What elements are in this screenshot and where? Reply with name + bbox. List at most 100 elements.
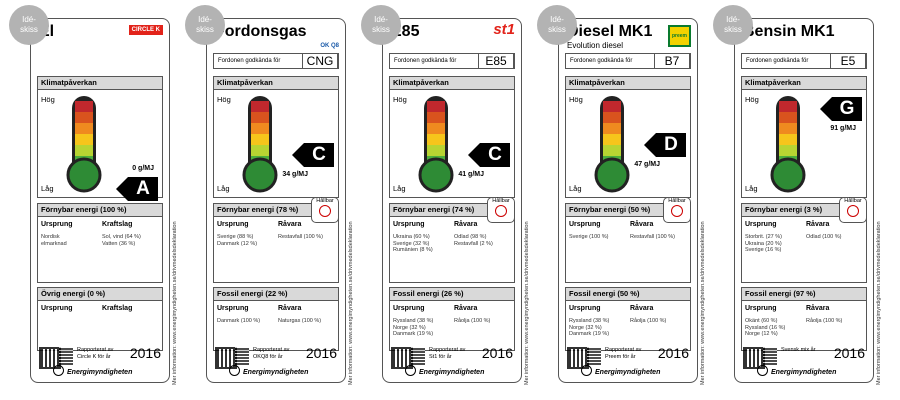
climate-box: Klimatpåverkan Hög Låg G 91 g/MJ	[741, 76, 867, 198]
section-header: Fossil energi (26 %)	[390, 288, 514, 301]
grade-letter: A	[136, 178, 150, 199]
reported-line: Preem för år	[605, 353, 636, 360]
origin-list: Sverige (100 %)	[569, 234, 608, 241]
thermometer-segment	[427, 101, 445, 112]
column-header: Råvara	[454, 221, 478, 228]
column-header: Kraftslag	[102, 221, 133, 228]
grade-letter: G	[839, 98, 855, 119]
approved-code: CNG	[302, 53, 338, 69]
fuel-label: Idé-skiss E85 st1 Fordonen godkända för E85 K…	[361, 5, 522, 383]
certified-icon	[671, 205, 683, 217]
scale-low: Låg	[41, 184, 54, 193]
badge-line: Idé-	[198, 15, 212, 24]
fuel-label: Idé-skiss Bensin MK1 Fordonen godkända för…	[713, 5, 874, 383]
thermometer-segment	[779, 134, 797, 145]
qr-code	[39, 347, 61, 369]
columns: Ursprung Kraftslag	[38, 305, 162, 317]
badge-line: skiss	[548, 25, 566, 34]
section-header: Fossil energi (22 %)	[214, 288, 338, 301]
arrow-shape	[116, 177, 158, 201]
thermometer	[770, 96, 806, 193]
sketch-badge: Idé-skiss	[537, 5, 577, 45]
approved-code: E85	[478, 53, 514, 69]
arrow-shape	[292, 143, 334, 167]
brand-logo: preem	[667, 25, 691, 47]
reported-by: Svensk mix år	[781, 347, 816, 354]
source-item: Odlad (100 %)	[806, 234, 842, 240]
source-item: Sol, vind (64 %)	[102, 234, 141, 240]
scale-high: Hög	[569, 95, 583, 104]
source-list: Råolja (100 %)	[806, 318, 842, 325]
source-item: Restavfall (100 %)	[630, 234, 675, 240]
source-item: Naturgas (100 %)	[278, 318, 322, 324]
section-header: Klimatpåverkan	[214, 77, 338, 90]
climate-box: Klimatpåverkan Hög Låg C 34 g/MJ	[213, 76, 339, 198]
source-list: Råolja (100 %)	[630, 318, 666, 325]
thermometer-segment	[603, 123, 621, 134]
thermometer-segment	[251, 123, 269, 134]
source-item: Råolja (100 %)	[630, 318, 667, 324]
origin-list: Danmark (100 %)	[217, 318, 260, 325]
origin-list: Nordisk elmarknad	[41, 234, 67, 247]
thermometer-bulb	[594, 157, 630, 193]
thermometer-segment	[603, 145, 621, 156]
fuel-label: Idé-skissElCIRCLE KKlimatpåverkanHögLågA…	[9, 5, 170, 383]
side-note: Mer information: www.energimyndigheten.s…	[700, 221, 706, 385]
thermometer-segment	[75, 123, 93, 134]
source-list: Restavfall (100 %)	[278, 234, 323, 241]
reported-line: OKQ8 för år	[253, 353, 283, 360]
columns: Ursprung Råvara	[214, 221, 338, 233]
energy-section: Förnybar energi (74 %) Hållbar Ursprung Råv…	[389, 197, 515, 283]
reported-line: Svensk mix år	[781, 347, 816, 353]
columns: Ursprung Råvara	[390, 305, 514, 317]
grade-letter: D	[664, 134, 678, 155]
sketch-badge: Idé-skiss	[185, 5, 225, 45]
approved-label: Fordonen godkända för	[394, 58, 457, 64]
columns: Ursprung Råvara	[566, 305, 690, 317]
section-header: Förnybar energi (100 %)	[38, 204, 162, 217]
columns: Ursprung Kraftslag	[38, 221, 162, 233]
energy-section: Fossil energi (97 %) Ursprung Råvara Okänt …	[741, 287, 867, 351]
side-note: Mer information: www.energimyndigheten.s…	[348, 221, 354, 385]
authority-name: Energimyndigheten	[243, 369, 309, 376]
origin-item: Rumänien (8 %)	[393, 247, 433, 253]
scale-low: Låg	[745, 184, 758, 193]
qr-code	[587, 347, 601, 365]
arrow-fill	[468, 143, 510, 167]
brand-logo: st1	[493, 21, 515, 38]
thermometer	[418, 96, 454, 193]
approved-label: Fordonen godkända för	[570, 58, 633, 64]
authority-name: Energimyndigheten	[595, 369, 661, 376]
section-header: Klimatpåverkan	[566, 77, 690, 90]
brand-logo: CIRCLE K	[128, 25, 163, 35]
authority-name: Energimyndigheten	[771, 369, 837, 376]
reported-line: Rapporterat av	[605, 347, 642, 353]
footer: Rapporterat av Preem för år 2016 Energimynd…	[565, 345, 691, 381]
section-header: Fossil energi (50 %)	[566, 288, 690, 301]
sketch-badge: Idé-skiss	[361, 5, 401, 45]
origin-item: Danmark (12 %)	[217, 240, 258, 247]
origin-item: Nordisk	[41, 234, 60, 240]
origin-item: Ukraina (60 %)	[393, 234, 430, 240]
thermometer-bulb	[770, 157, 806, 193]
fuel-label: Idé-skiss Fordonsgas OK Q8 Fordonen godkänd…	[185, 5, 346, 383]
origin-list: Ryssland (38 %) Norge (32 %) Danmark (19 %…	[569, 318, 609, 338]
thermometer-segment	[75, 145, 93, 156]
column-header: Ursprung	[569, 305, 601, 312]
authority-name: Energimyndigheten	[419, 369, 485, 376]
reported-line: St1 för år	[429, 353, 452, 360]
thermometer-segment	[75, 134, 93, 145]
origin-item: Norge (32 %)	[393, 324, 426, 331]
scale-high: Hög	[41, 95, 55, 104]
origin-list: Sverige (88 %) Danmark (12 %)	[217, 234, 257, 247]
origin-item: Danmark (19 %)	[393, 331, 434, 337]
origin-list: Storbrit. (27 %) Ukraina (20 %) Sverige (1…	[745, 234, 782, 254]
approved-for: Fordonen godkända för E5	[741, 53, 867, 69]
approved-code: B7	[654, 53, 690, 69]
authority-logo	[405, 365, 416, 376]
scale-high: Hög	[393, 95, 407, 104]
source-item: Råolja (100 %)	[806, 318, 843, 324]
column-header: Råvara	[278, 221, 302, 228]
footer: Svensk mix år 2016 Energimyndigheten	[741, 345, 867, 381]
badge-line: Idé-	[374, 15, 388, 24]
